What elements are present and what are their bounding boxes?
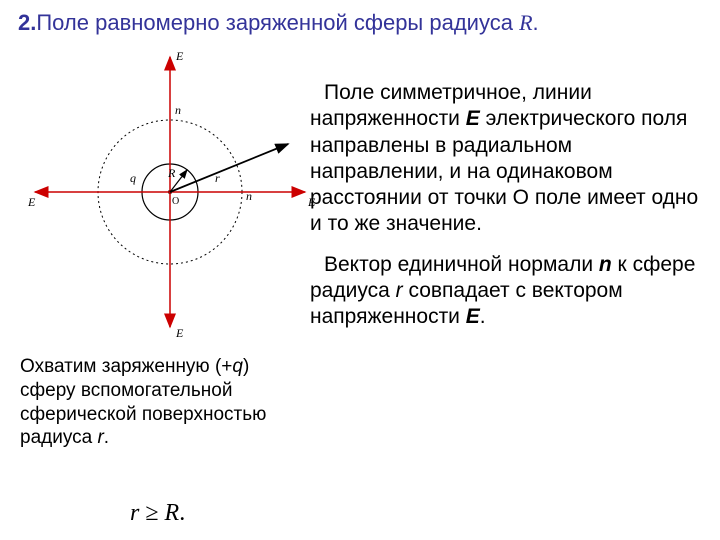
p2a: Вектор единичной нормали (324, 253, 599, 276)
title-var: R (519, 10, 532, 35)
paragraph-2: Вектор единичной нормали n к сфере радиу… (310, 252, 705, 331)
formula-lhs: r (130, 500, 139, 526)
label-q: q (130, 171, 136, 185)
p1-e: E (466, 107, 480, 130)
title-suffix: . (533, 10, 539, 35)
label-n-right: n (246, 189, 252, 203)
diagonal-arrow (170, 144, 288, 192)
label-big-r: R (167, 166, 176, 180)
formula-rhs: R (165, 500, 180, 526)
label-e-left: E (27, 195, 36, 209)
sphere-diagram: E E E E n n R r q O (20, 42, 320, 342)
page-title: 2.Поле равномерно заряженной сферы радиу… (18, 10, 539, 36)
paragraph-1: Поле симметричное, линии напряженности E… (310, 80, 705, 238)
formula: r ≥ R. (130, 500, 185, 527)
p2d: . (480, 305, 486, 328)
title-text: Поле равномерно заряженной сферы радиуса (36, 10, 519, 35)
caption-q: q (232, 356, 243, 377)
formula-op: ≥ (139, 500, 164, 526)
diagram-caption: Охватим заряженную (+q) сферу вспомогате… (20, 355, 280, 450)
caption-t3: . (104, 427, 109, 448)
p2-r: r (396, 279, 403, 302)
label-small-r: r (215, 171, 220, 185)
label-o: O (172, 196, 179, 207)
label-n-top: n (175, 103, 181, 117)
label-e-bottom: E (175, 326, 184, 340)
body-text: Поле симметричное, линии напряженности E… (310, 80, 705, 344)
label-e-top: E (175, 49, 184, 63)
p2-e: E (466, 305, 480, 328)
caption-t1: Охватим заряженную (+ (20, 356, 232, 377)
title-number: 2. (18, 10, 36, 35)
p2-n: n (599, 253, 612, 276)
formula-suffix: . (179, 500, 185, 526)
